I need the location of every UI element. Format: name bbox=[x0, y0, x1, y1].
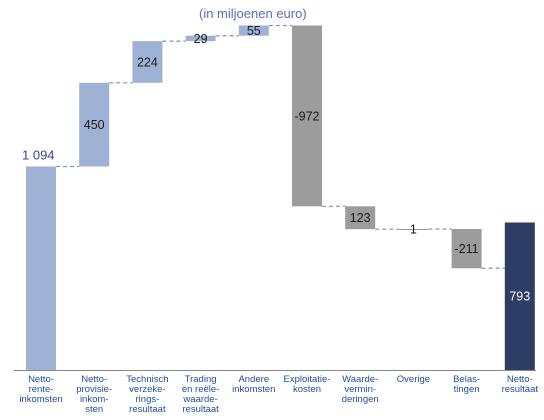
category-label: Waarde-vermin-deringen bbox=[342, 374, 379, 405]
value-label: -972 bbox=[294, 109, 319, 123]
bar-2 bbox=[132, 41, 163, 83]
category-label: Belas-tingen bbox=[453, 374, 480, 395]
bar-1 bbox=[79, 82, 110, 167]
category-label: Netto-resultaat bbox=[502, 374, 539, 395]
category-label: Netto-provisie-inkom-sten bbox=[76, 374, 112, 415]
category-label: Exploitatie-kosten bbox=[284, 374, 331, 395]
value-label: 29 bbox=[194, 32, 208, 46]
category-label: Overige bbox=[397, 374, 430, 385]
bar-4 bbox=[238, 25, 269, 36]
bar-5 bbox=[292, 25, 322, 207]
bar-6 bbox=[345, 206, 376, 230]
value-label: 1 bbox=[410, 223, 417, 237]
category-label: Technisch verzeke-rings-resultaat bbox=[126, 374, 168, 415]
bar-7 bbox=[398, 229, 429, 231]
value-label: 123 bbox=[350, 211, 371, 225]
value-label: 1 094 bbox=[22, 147, 55, 162]
value-label: 224 bbox=[137, 55, 158, 69]
value-label: -211 bbox=[455, 242, 479, 256]
bar-3 bbox=[185, 35, 216, 42]
bar-0 bbox=[26, 166, 56, 370]
value-label: 450 bbox=[84, 118, 105, 132]
category-label: Trading en reële-waarde-resultaat bbox=[182, 374, 220, 415]
bar-9 bbox=[504, 222, 535, 370]
category-label: Netto-rente-inkomsten bbox=[19, 374, 62, 405]
bar-8 bbox=[451, 229, 482, 269]
category-label: Andere inkomsten bbox=[232, 374, 275, 395]
chart-subtitle: (in miljoenen euro) bbox=[199, 6, 307, 21]
value-label: 793 bbox=[509, 290, 530, 304]
value-label: 55 bbox=[247, 24, 261, 38]
